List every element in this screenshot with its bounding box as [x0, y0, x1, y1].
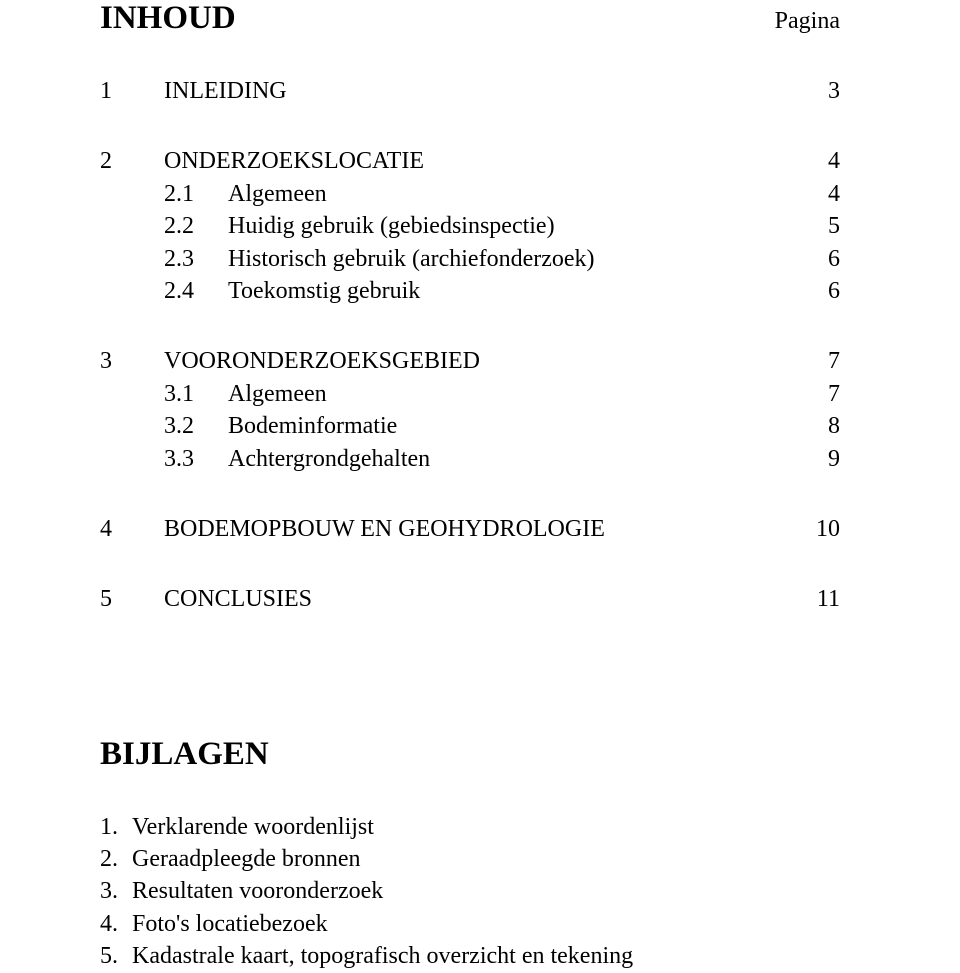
toc-section: 2 ONDERZOEKSLOCATIE 4 2.1 Algemeen 4 2.2… — [100, 145, 840, 307]
toc-entry: 1 INLEIDING 3 — [100, 75, 840, 107]
toc-entry: 3 VOORONDERZOEKSGEBIED 7 — [100, 345, 840, 377]
toc-subentry: 2.4 Toekomstig gebruik 6 — [100, 275, 840, 307]
toc-subentry-page: 6 — [800, 243, 840, 275]
toc-subentry-page: 7 — [800, 378, 840, 410]
toc-subentry: 2.2 Huidig gebruik (gebiedsinspectie) 5 — [100, 210, 840, 242]
toc-entry-title: VOORONDERZOEKSGEBIED — [164, 345, 800, 377]
toc-entry-page: 3 — [800, 75, 840, 107]
toc-subentry-page: 8 — [800, 410, 840, 442]
toc-subentry-title: Historisch gebruik (archiefonderzoek) — [228, 243, 800, 275]
toc-subentry-title: Algemeen — [228, 378, 800, 410]
toc-entry-page: 4 — [800, 145, 840, 177]
toc-entry-page: 10 — [800, 513, 840, 545]
header-row: INHOUD Pagina — [100, 0, 840, 37]
bijlagen-item-text: Geraadpleegde bronnen — [132, 843, 361, 875]
bijlagen-item-text: Foto's locatiebezoek — [132, 908, 328, 940]
toc-subentry-num: 2.1 — [164, 178, 228, 210]
toc-subentry-title: Algemeen — [228, 178, 800, 210]
toc-subentry-page: 5 — [800, 210, 840, 242]
toc-section: 4 BODEMOPBOUW EN GEOHYDROLOGIE 10 — [100, 513, 840, 545]
bijlagen-item: 5. Kadastrale kaart, topografisch overzi… — [100, 940, 840, 972]
bijlagen-list: 1. Verklarende woordenlijst 2. Geraadple… — [100, 811, 840, 973]
toc-entry-page: 7 — [800, 345, 840, 377]
bijlagen-item-num: 2. — [100, 843, 132, 875]
toc-entry-num: 5 — [100, 583, 164, 615]
toc-subentry-num: 3.3 — [164, 443, 228, 475]
bijlagen-item-num: 4. — [100, 908, 132, 940]
toc-subentry-num: 2.2 — [164, 210, 228, 242]
toc-entry-num: 1 — [100, 75, 164, 107]
toc-entry-num: 4 — [100, 513, 164, 545]
bijlagen-item: 1. Verklarende woordenlijst — [100, 811, 840, 843]
toc-section: 3 VOORONDERZOEKSGEBIED 7 3.1 Algemeen 7 … — [100, 345, 840, 475]
bijlagen-item: 4. Foto's locatiebezoek — [100, 908, 840, 940]
page-label: Pagina — [775, 8, 840, 35]
toc-subentry-num: 3.2 — [164, 410, 228, 442]
toc-subentry-num: 3.1 — [164, 378, 228, 410]
toc-subentry: 2.1 Algemeen 4 — [100, 178, 840, 210]
toc-entry-title: CONCLUSIES — [164, 583, 800, 615]
toc-subentry-num: 2.3 — [164, 243, 228, 275]
toc-subentry-page: 6 — [800, 275, 840, 307]
bijlagen-title: BIJLAGEN — [100, 736, 840, 773]
page-title: INHOUD — [100, 0, 236, 37]
toc-subentry-title: Achtergrondgehalten — [228, 443, 800, 475]
bijlagen-item-num: 5. — [100, 940, 132, 972]
toc-section: 5 CONCLUSIES 11 — [100, 583, 840, 615]
document-page: INHOUD Pagina 1 INLEIDING 3 2 ONDERZOEKS… — [0, 0, 960, 952]
toc-entry: 2 ONDERZOEKSLOCATIE 4 — [100, 145, 840, 177]
toc-subentry-num: 2.4 — [164, 275, 228, 307]
toc-entry-num: 2 — [100, 145, 164, 177]
toc-entry-title: INLEIDING — [164, 75, 800, 107]
toc-section: 1 INLEIDING 3 — [100, 75, 840, 107]
toc-subentry: 3.3 Achtergrondgehalten 9 — [100, 443, 840, 475]
bijlagen-item-num: 3. — [100, 875, 132, 907]
bijlagen-item-text: Kadastrale kaart, topografisch overzicht… — [132, 940, 633, 972]
toc-entry: 5 CONCLUSIES 11 — [100, 583, 840, 615]
bijlagen-item-text: Resultaten vooronderzoek — [132, 875, 383, 907]
toc-subentry: 3.2 Bodeminformatie 8 — [100, 410, 840, 442]
toc-entry-title: ONDERZOEKSLOCATIE — [164, 145, 800, 177]
toc-subentry: 3.1 Algemeen 7 — [100, 378, 840, 410]
toc-entry-page: 11 — [800, 583, 840, 615]
bijlagen-item-num: 1. — [100, 811, 132, 843]
toc-entry-title: BODEMOPBOUW EN GEOHYDROLOGIE — [164, 513, 800, 545]
toc-subentry-page: 9 — [800, 443, 840, 475]
toc-subentry-title: Toekomstig gebruik — [228, 275, 800, 307]
bijlagen-item-text: Verklarende woordenlijst — [132, 811, 374, 843]
toc-subentry-title: Huidig gebruik (gebiedsinspectie) — [228, 210, 800, 242]
toc-entry: 4 BODEMOPBOUW EN GEOHYDROLOGIE 10 — [100, 513, 840, 545]
bijlagen-item: 2. Geraadpleegde bronnen — [100, 843, 840, 875]
toc-subentry: 2.3 Historisch gebruik (archiefonderzoek… — [100, 243, 840, 275]
toc-subentry-page: 4 — [800, 178, 840, 210]
toc-subentry-title: Bodeminformatie — [228, 410, 800, 442]
toc-entry-num: 3 — [100, 345, 164, 377]
bijlagen-item: 3. Resultaten vooronderzoek — [100, 875, 840, 907]
